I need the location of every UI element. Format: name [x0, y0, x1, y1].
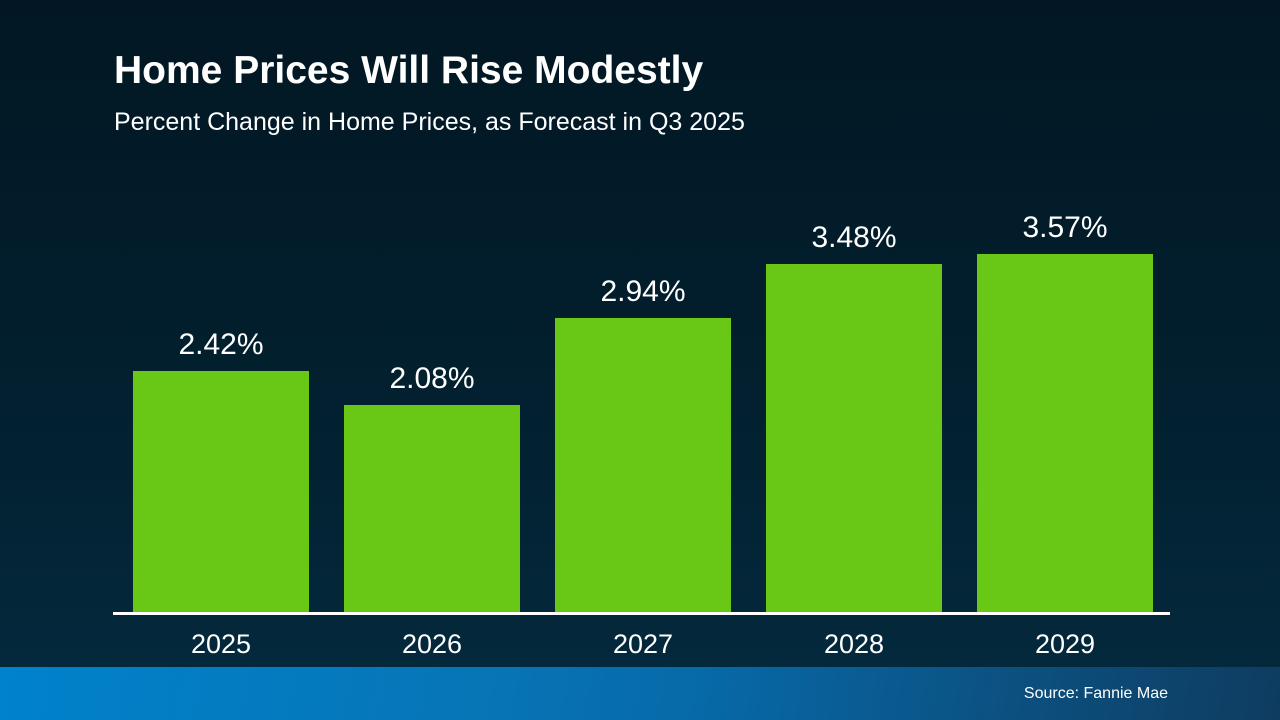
bar-value-label-2025: 2.42%	[178, 328, 264, 361]
bar-value-label-2026: 2.08%	[389, 362, 475, 395]
bar-column-2025: 2.42%	[133, 328, 309, 615]
x-tick-2027: 2027	[612, 629, 674, 659]
bar-value-label-2029: 3.57%	[1022, 211, 1108, 244]
bar-column-2026: 2.08%	[344, 362, 520, 615]
page-title: Home Prices Will Rise Modestly	[114, 49, 704, 92]
bar-column-2027: 2.94%	[555, 275, 731, 615]
bar-2028	[766, 264, 942, 615]
bar-value-label-2027: 2.94%	[600, 275, 686, 308]
x-tick-2026: 2026	[401, 629, 463, 659]
x-tick-2029: 2029	[1034, 629, 1096, 659]
x-tick-2028: 2028	[823, 629, 885, 659]
x-axis-labels: 2025 2026 2027 2028 2029	[133, 629, 1153, 660]
bar-column-2029: 3.57%	[977, 211, 1153, 615]
bar-value-label-2028: 3.48%	[811, 221, 897, 254]
chart-header: Home Prices Will Rise Modestly Percent C…	[114, 49, 745, 137]
bar-chart: 2.42% 2.08% 2.94% 3.48% 3.57%	[133, 211, 1153, 615]
bar-2027	[555, 318, 731, 615]
bar-column-2028: 3.48%	[766, 221, 942, 615]
x-axis-line	[113, 612, 1170, 615]
x-tick-2025: 2025	[190, 629, 252, 659]
bar-2026	[344, 405, 520, 615]
footer-bar: Source: Fannie Mae	[0, 667, 1280, 720]
page-subtitle: Percent Change in Home Prices, as Foreca…	[114, 107, 745, 136]
source-credit: Source: Fannie Mae	[1023, 684, 1168, 702]
bar-2029	[977, 254, 1153, 615]
bar-2025	[133, 371, 309, 615]
